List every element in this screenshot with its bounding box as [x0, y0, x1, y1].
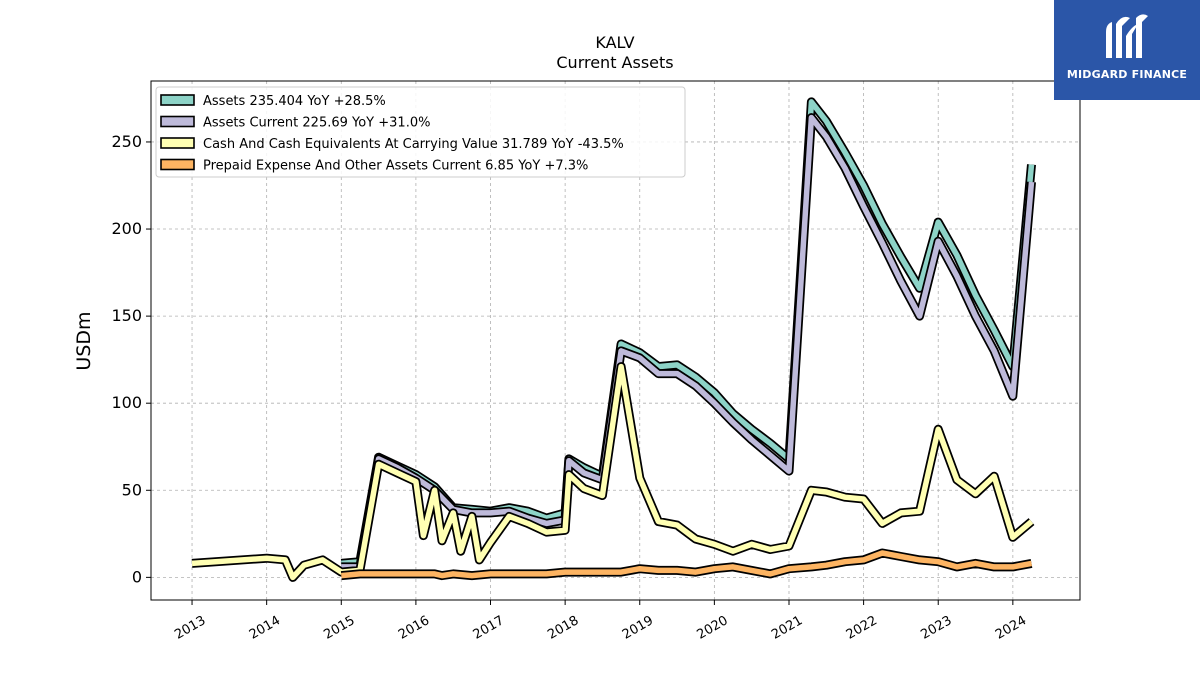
series-layer — [191, 97, 1036, 582]
legend-swatch — [160, 94, 195, 106]
y-tick-label: 200 — [111, 219, 142, 238]
y-tick-label: 100 — [111, 393, 142, 412]
series-3-line — [191, 362, 1035, 582]
series-stroke — [341, 114, 1035, 570]
x-tick-label: 2024 — [993, 613, 1029, 643]
y-tick-label: 150 — [111, 306, 142, 325]
x-tick-label: 2014 — [247, 613, 283, 643]
y-tick-label: 0 — [132, 567, 142, 586]
chart-title: KALV — [595, 33, 634, 52]
legend-swatch — [160, 115, 195, 128]
series-2-line — [341, 113, 1036, 572]
x-axis: 2013 2014 2015 2016 2017 2018 2019 2020 2021 2022… — [172, 600, 1029, 643]
x-tick-label: 2015 — [321, 613, 357, 643]
x-tick-label: 2020 — [695, 613, 731, 643]
x-tick-label: 2018 — [545, 613, 581, 643]
x-tick-label: 2016 — [396, 613, 432, 643]
midgard-finance-logo: MIDGARD FINANCE — [1054, 0, 1200, 100]
legend-label: Assets Current 225.69 YoY +31.0% — [203, 116, 430, 131]
x-tick-label: 2019 — [620, 613, 656, 643]
legend-label: Assets 235.404 YoY +28.5% — [203, 94, 386, 109]
plot-frame — [150, 80, 1081, 601]
logo-text: MIDGARD FINANCE — [1066, 68, 1188, 81]
x-tick-label: 2017 — [471, 613, 507, 643]
y-axis-label: USDm — [73, 311, 95, 370]
midgard-m-logo-icon — [1106, 14, 1148, 58]
series-4-line — [340, 548, 1033, 581]
x-tick-label: 2021 — [769, 613, 805, 643]
x-tick-label: 2022 — [844, 613, 880, 643]
y-tick-label: 50 — [122, 480, 142, 499]
legend-swatch — [160, 158, 195, 171]
legend-label: Cash And Cash Equivalents At Carrying Va… — [203, 137, 624, 152]
y-axis: 0 50 100 150 200 250 — [111, 132, 151, 586]
legend-label: Prepaid Expense And Other Assets Current… — [203, 159, 588, 174]
chart-subtitle: Current Assets — [556, 53, 673, 72]
legend-box — [155, 86, 686, 178]
legend-swatch — [160, 137, 195, 149]
legend: Assets 235.404 YoY +28.5% Assets Current … — [155, 86, 686, 178]
y-tick-label: 250 — [111, 132, 142, 151]
x-tick-label: 2013 — [172, 613, 208, 643]
x-tick-label: 2023 — [918, 613, 954, 643]
